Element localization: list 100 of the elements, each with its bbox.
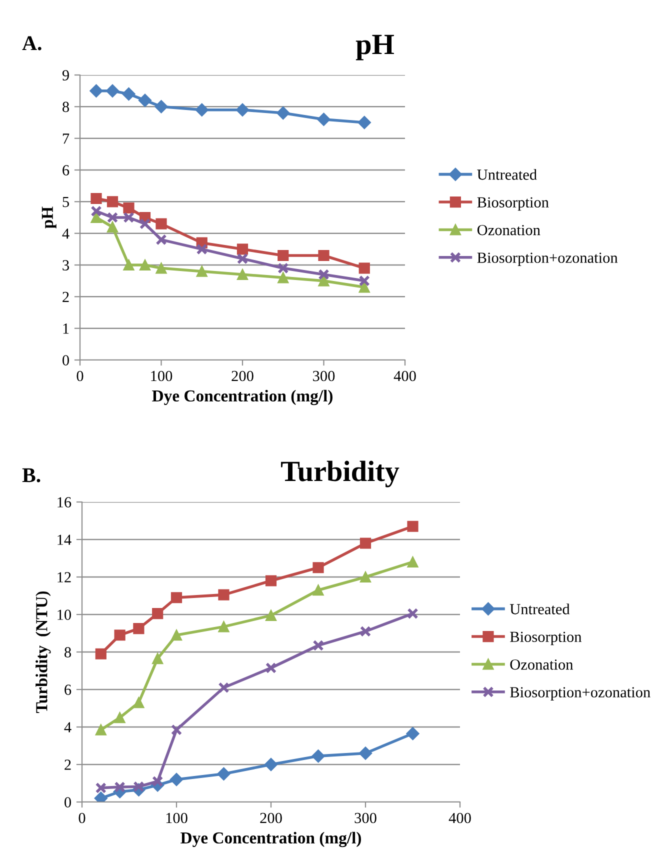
point (196, 244, 208, 255)
y-tick-label: 1 (63, 324, 69, 334)
point (312, 584, 324, 596)
point (265, 610, 277, 621)
point (276, 106, 290, 120)
point (152, 776, 164, 787)
point (90, 206, 102, 217)
point (152, 608, 164, 620)
point (236, 103, 250, 116)
x-tick-label: 300 (313, 370, 335, 382)
y-tick-label: 2 (62, 292, 69, 302)
legend-label: Ozonation (510, 659, 574, 670)
point (265, 575, 277, 586)
point (154, 100, 168, 114)
point (156, 262, 167, 274)
y-tick-label: 7 (62, 134, 70, 144)
y-tick-label: 4 (64, 722, 72, 732)
point (95, 782, 106, 794)
point (358, 275, 370, 286)
point (139, 218, 151, 230)
y-tick-label: 10 (58, 610, 71, 620)
y-tick-label: 3 (62, 260, 69, 270)
legend-label: Untreated (510, 604, 570, 614)
y-tick-label: 6 (62, 165, 70, 176)
point (360, 626, 372, 637)
point (278, 272, 289, 284)
point (265, 662, 277, 674)
point (156, 234, 167, 246)
point (358, 262, 370, 274)
y-tick-label: 4 (62, 228, 70, 239)
point (312, 640, 324, 651)
point (95, 648, 106, 660)
x-tick-label: 300 (354, 812, 376, 824)
point (95, 724, 106, 736)
x-tick-label: 400 (448, 812, 471, 824)
chart-title: pH (356, 34, 394, 60)
point (318, 250, 330, 262)
point (106, 212, 118, 224)
point (407, 608, 418, 620)
point (106, 84, 120, 98)
point (123, 259, 134, 271)
point (312, 562, 324, 574)
point (318, 268, 330, 280)
point (218, 621, 230, 632)
chart-title: Turbidity (281, 460, 400, 488)
legend-label: Biosorption+ozonation (510, 687, 650, 701)
y-tick-label: 0 (64, 797, 71, 808)
point (90, 212, 102, 224)
point (170, 592, 182, 604)
y-tick-label: 2 (64, 760, 71, 770)
point (133, 623, 144, 634)
point (312, 749, 325, 763)
point (278, 250, 289, 262)
point (196, 266, 208, 277)
point (133, 781, 144, 792)
point (156, 218, 167, 230)
x-axis-title: Dye Concentration (mg/l) (152, 390, 332, 406)
y-tick-label: 5 (62, 196, 69, 208)
point (318, 275, 330, 286)
point (122, 87, 136, 101)
x-tick-label: 400 (394, 370, 416, 382)
y-tick-label: 9 (62, 70, 69, 80)
point (236, 253, 248, 264)
point (106, 221, 118, 233)
y-tick-label: 8 (62, 102, 69, 112)
point (278, 262, 289, 274)
y-tick-label: 14 (58, 534, 72, 545)
point (407, 556, 418, 568)
point (170, 724, 182, 736)
x-tick-label: 200 (260, 812, 282, 824)
point (133, 697, 144, 708)
y-tick-label: 16 (58, 497, 72, 508)
point (407, 520, 418, 532)
point (236, 268, 248, 280)
point (139, 259, 151, 271)
x-tick-label: 0 (76, 370, 84, 382)
point (360, 538, 372, 549)
y-tick-label: 0 (62, 355, 69, 366)
point (217, 767, 230, 780)
point (114, 630, 126, 641)
point (90, 84, 103, 98)
point (236, 244, 248, 255)
point (123, 202, 134, 214)
point (106, 196, 118, 208)
legend-label: Untreated (477, 169, 537, 180)
point (170, 772, 184, 786)
text: A. (22, 36, 42, 50)
x-tick-label: 200 (232, 370, 254, 382)
point (123, 212, 134, 224)
point (195, 103, 208, 116)
point (152, 653, 164, 664)
point (138, 94, 152, 107)
point (406, 726, 420, 740)
point (358, 746, 372, 760)
y-tick-label: 6 (64, 684, 72, 695)
text: B. (22, 468, 40, 482)
point (317, 112, 330, 126)
x-tick-label: 100 (166, 812, 188, 824)
x-tick-label: 100 (151, 370, 172, 382)
point (358, 282, 370, 293)
